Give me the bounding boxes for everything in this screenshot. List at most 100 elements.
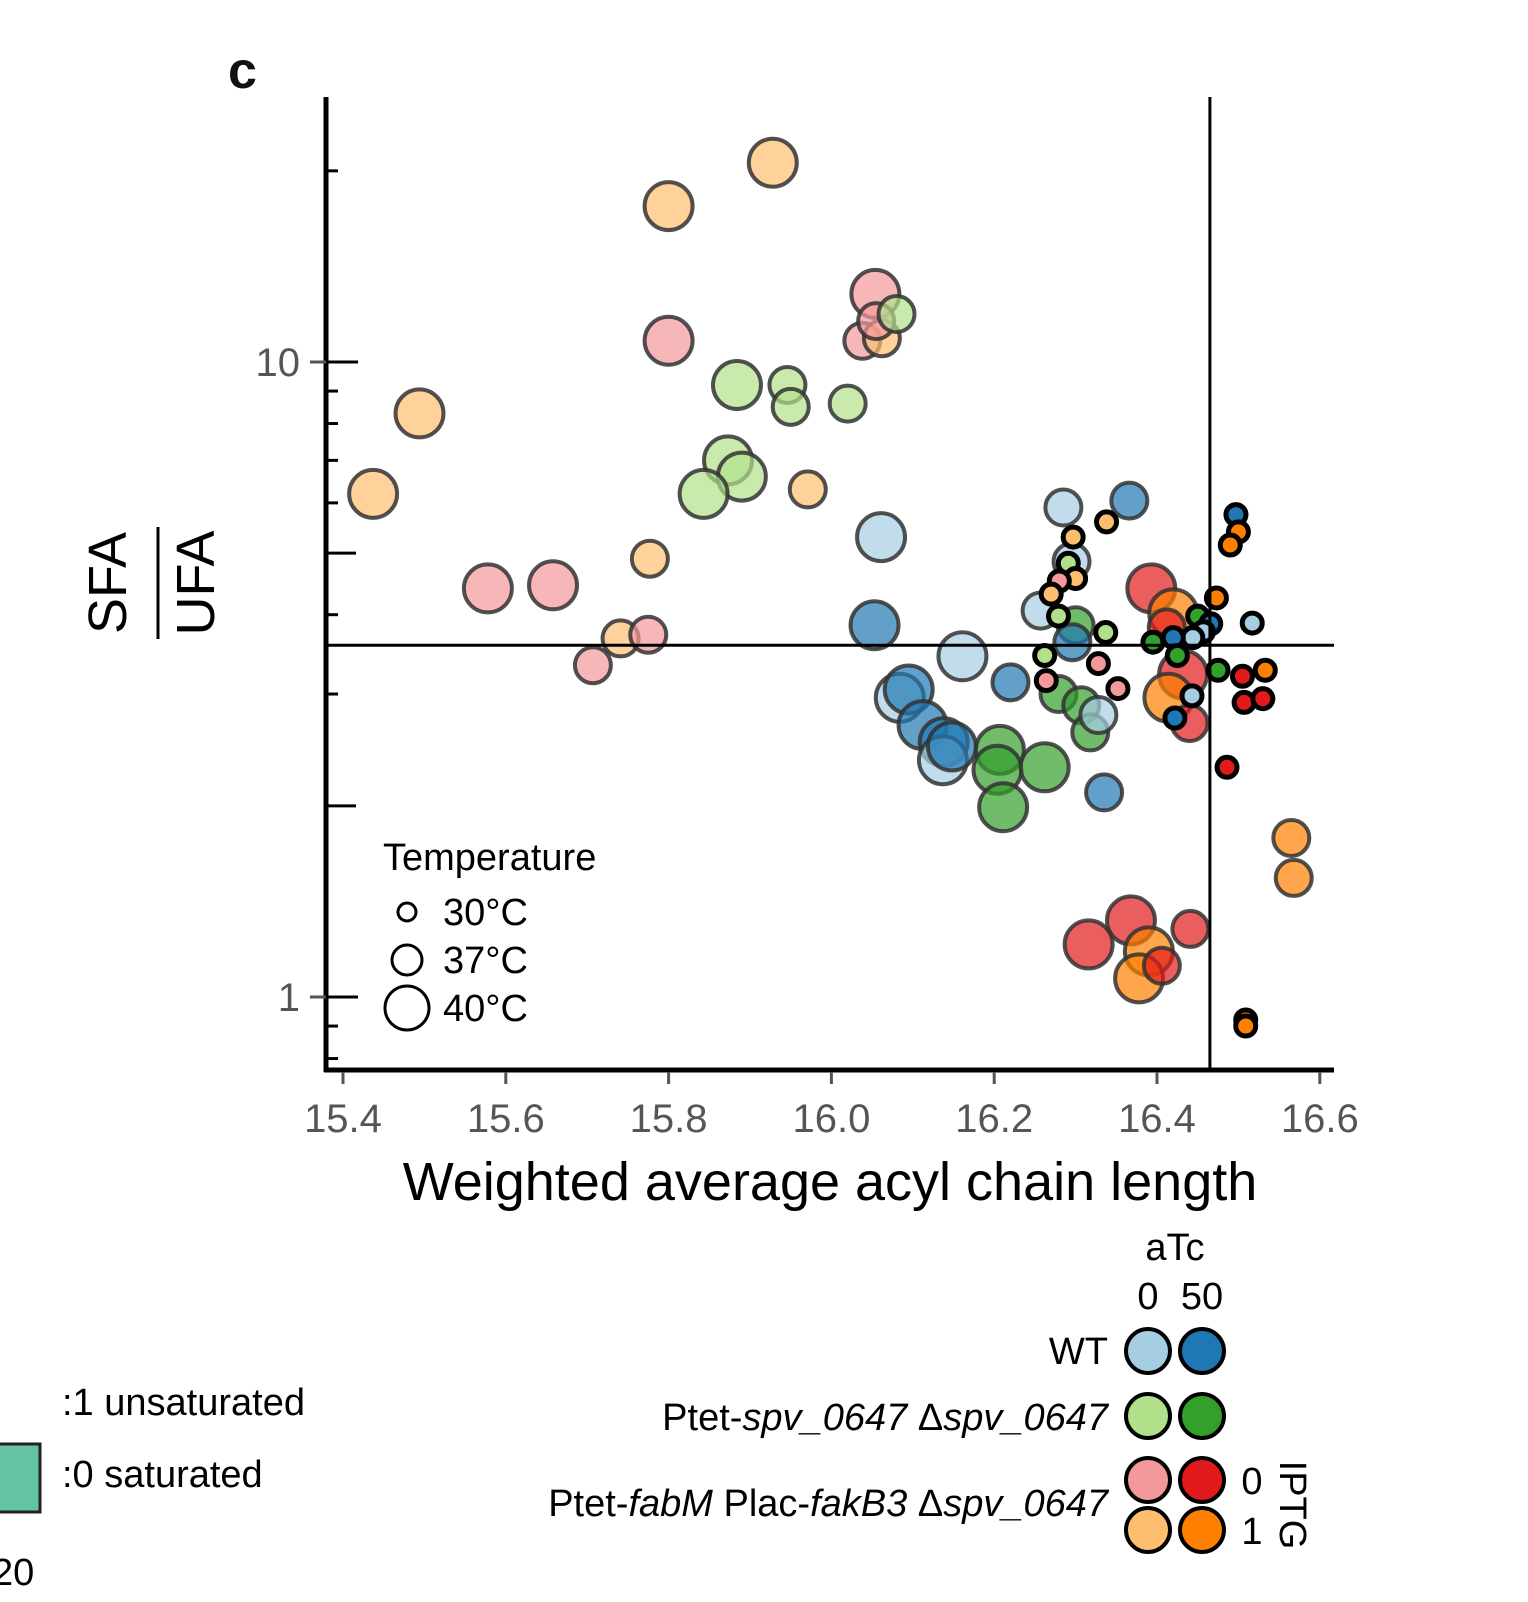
y-axis-title-denominator: UFA (166, 530, 226, 635)
iptg-level-0: 0 (1241, 1461, 1262, 1503)
data-point (787, 469, 828, 510)
legend-ptet-spv-atc0-swatch (1124, 1392, 1172, 1440)
data-point (1078, 695, 1119, 736)
points-layer (347, 136, 1314, 1039)
legend-size-40-label: 40°C (443, 988, 528, 1030)
data-point (1062, 918, 1115, 971)
legend-wt-atc50-swatch (1178, 1327, 1226, 1375)
legend-fabm-atc0-iptg1-swatch (1124, 1506, 1172, 1554)
legend-wt-atc0-swatch (1124, 1327, 1172, 1375)
data-point (1094, 509, 1120, 535)
data-point (710, 358, 763, 411)
x-tick-label: 16.0 (792, 1097, 870, 1141)
partial-fatty-acid-legend: :1 unsaturated :0 saturated 20 (0, 1382, 305, 1594)
data-point (1271, 817, 1312, 858)
data-point (1214, 754, 1240, 780)
data-point (1105, 676, 1131, 702)
legend-fabm-atc0-iptg0-swatch (1124, 1456, 1172, 1504)
data-point (1162, 705, 1188, 731)
panel-label: c (228, 42, 257, 100)
legend-size-30-icon (396, 901, 418, 923)
iptg-level-1: 1 (1241, 1511, 1262, 1553)
saturated-swatch (0, 1442, 42, 1514)
temperature-legend: Temperature 30°C 37°C 40°C (383, 837, 596, 1032)
legend-row-ptet-spv-label: Ptet-spv_0647 Δspv_0647 (662, 1397, 1110, 1439)
data-point (1203, 585, 1229, 611)
atc-level-0: 0 (1137, 1276, 1158, 1318)
y-axis-ticks: 1 10 (256, 169, 358, 1061)
data-point (1179, 683, 1205, 709)
data-point (855, 511, 908, 564)
group-legend: aTc 0 50 WT Ptet-spv_0647 Δspv_0647 Ptet… (548, 1227, 1313, 1554)
data-point (746, 136, 799, 189)
y-tick-label: 10 (256, 341, 301, 385)
x-axis-ticks: 15.4 15.6 15.8 16.0 16.2 16.4 16.6 (304, 1072, 1359, 1141)
x-tick-label: 15.8 (630, 1097, 708, 1141)
data-point (1084, 772, 1125, 813)
data-point (1140, 629, 1166, 655)
x-tick-label: 16.4 (1118, 1097, 1196, 1141)
data-point (527, 559, 580, 612)
data-point (393, 387, 446, 440)
saturated-label: :0 saturated (62, 1454, 263, 1496)
data-point (628, 614, 669, 655)
data-point (629, 538, 670, 579)
y-axis-title: SFA UFA (78, 527, 226, 639)
data-point (990, 662, 1031, 703)
y-tick-label: 1 (278, 976, 300, 1020)
data-point (1170, 908, 1211, 949)
atc-level-50: 50 (1181, 1276, 1223, 1318)
iptg-legend-title-group: IPTG (1271, 1461, 1313, 1550)
data-point (1252, 657, 1278, 683)
x-axis-title: Weighted average acyl chain length (403, 1152, 1258, 1212)
x-tick-label: 16.2 (955, 1097, 1033, 1141)
data-point (1032, 642, 1058, 668)
partial-axis-fragment: 20 (0, 1552, 34, 1594)
legend-size-37-label: 37°C (443, 940, 528, 982)
data-point (642, 180, 695, 233)
data-point (770, 386, 811, 427)
data-point (642, 314, 695, 367)
legend-ptet-spv-atc50-swatch (1178, 1392, 1226, 1440)
data-point (1229, 663, 1255, 689)
data-point (1233, 1013, 1259, 1039)
legend-size-37-icon (390, 943, 424, 977)
data-point (461, 562, 514, 615)
y-axis-title-numerator: SFA (78, 532, 138, 634)
iptg-legend-title: IPTG (1271, 1461, 1313, 1550)
data-point (1033, 668, 1059, 694)
data-point (925, 720, 978, 773)
x-tick-label: 15.6 (467, 1097, 545, 1141)
data-point (977, 781, 1030, 834)
x-tick-label: 16.6 (1281, 1097, 1359, 1141)
data-point (1093, 619, 1119, 645)
legend-fabm-atc50-iptg0-swatch (1178, 1456, 1226, 1504)
data-point (1109, 480, 1150, 521)
data-point (572, 645, 613, 686)
data-point (1164, 642, 1190, 668)
unsaturated-label: :1 unsaturated (62, 1382, 305, 1424)
data-point (1046, 603, 1072, 629)
legend-row-wt-label: WT (1049, 1331, 1108, 1373)
data-point (827, 383, 868, 424)
data-point (347, 467, 400, 520)
data-point (1239, 610, 1265, 636)
data-point (1043, 487, 1084, 528)
legend-size-40-icon (383, 984, 431, 1032)
data-point (1052, 622, 1093, 663)
data-point (1273, 857, 1314, 898)
data-point (936, 630, 989, 683)
data-point (1018, 741, 1071, 794)
data-point (1205, 657, 1231, 683)
data-point (1038, 581, 1064, 607)
data-point (1060, 524, 1086, 550)
x-tick-label: 15.4 (304, 1097, 382, 1141)
data-point (1250, 686, 1276, 712)
data-point (1141, 945, 1182, 986)
legend-row-fabm-label: Ptet-fabM Plac-fakB3 Δspv_0647 (548, 1483, 1110, 1525)
data-point (677, 467, 730, 520)
data-point (1085, 651, 1111, 677)
atc-legend-title: aTc (1145, 1227, 1204, 1269)
data-point (1217, 532, 1243, 558)
